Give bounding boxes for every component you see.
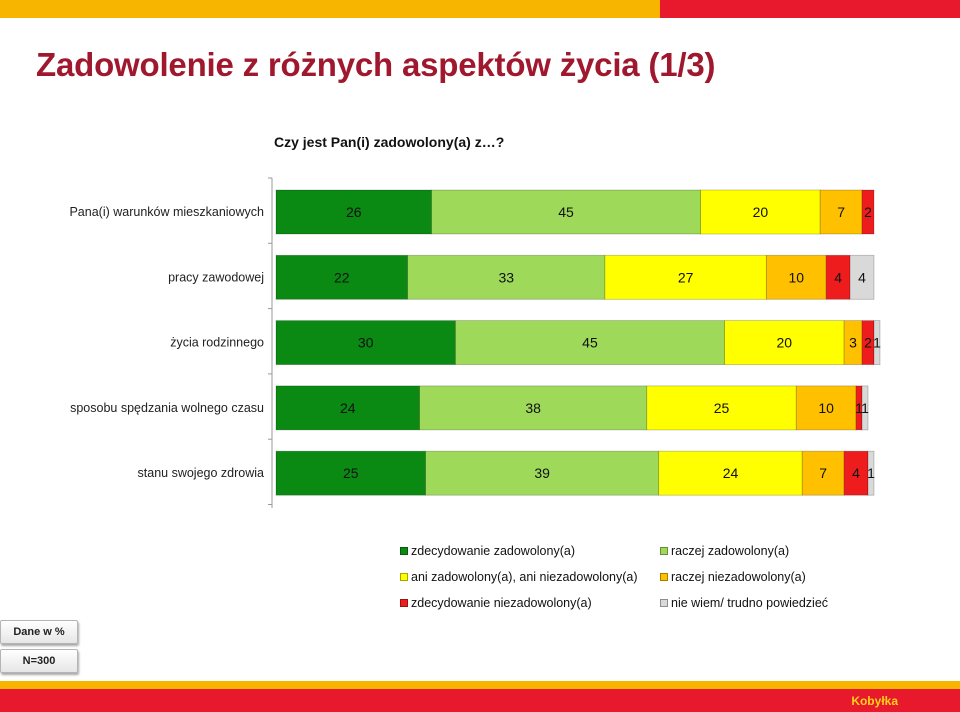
data-label: 45	[582, 335, 598, 351]
data-label: 1	[873, 335, 881, 351]
bar-segment	[873, 320, 881, 366]
bar-segment	[867, 450, 875, 496]
category-label: Pana(i) warunków mieszkaniowych	[69, 205, 264, 219]
data-label: 20	[753, 204, 769, 220]
bar-segment	[275, 320, 456, 366]
legend-label: nie wiem/ trudno powiedzieć	[671, 596, 829, 610]
bar-segment	[724, 320, 845, 366]
data-label: 7	[819, 465, 827, 481]
data-label: 1	[867, 465, 875, 481]
sample-size-label: N=300	[22, 655, 56, 667]
data-label: 38	[525, 400, 541, 416]
bar-segment	[275, 450, 426, 496]
data-label: 3	[849, 335, 857, 351]
legend-swatch	[400, 573, 408, 581]
data-label: 10	[818, 400, 834, 416]
data-label: 24	[340, 400, 356, 416]
sample-size-box: N=300	[0, 649, 78, 673]
bar-segment	[849, 254, 875, 300]
data-label: 27	[678, 269, 694, 285]
data-label: 1	[855, 400, 863, 416]
bar-segment	[843, 450, 869, 496]
chart-question: Czy jest Pan(i) zadowolony(a) z…?	[274, 134, 505, 150]
category-label: stanu swojego zdrowia	[138, 466, 265, 480]
bar-segment	[275, 385, 420, 431]
bar-segment	[795, 385, 857, 431]
legend-entry: zdecydowanie zadowolony(a)	[400, 544, 575, 558]
legend-swatch	[400, 547, 408, 555]
legend-swatch	[660, 547, 668, 555]
data-label: 25	[343, 465, 359, 481]
category-label: sposobu spędzania wolnego czasu	[70, 401, 264, 415]
brand-name: Kobyłka	[851, 694, 898, 708]
legend-entry: raczej zadowolony(a)	[660, 544, 789, 558]
data-label: 45	[558, 204, 574, 220]
data-label: 30	[358, 335, 374, 351]
legend-label: raczej zadowolony(a)	[671, 544, 790, 558]
data-label: 4	[834, 269, 842, 285]
legend-label: ani zadowolony(a), ani niezadowolony(a)	[411, 570, 638, 584]
data-label: 10	[788, 269, 804, 285]
legend-label: raczej niezadowolony(a)	[671, 570, 806, 584]
data-label: 25	[714, 400, 730, 416]
top-bar-red	[660, 0, 960, 18]
bar-segment	[454, 320, 725, 366]
bottom-bar-red	[0, 689, 960, 712]
bar-segment	[765, 254, 827, 300]
data-label: 22	[334, 269, 350, 285]
legend-label: zdecydowanie zadowolony(a)	[411, 544, 575, 558]
bar-segment	[861, 385, 869, 431]
bar-segment	[604, 254, 767, 300]
bar-segment	[646, 385, 797, 431]
data-label: 39	[534, 465, 550, 481]
bar-segment	[275, 254, 408, 300]
page-title: Zadowolenie z różnych aspektów życia (1/…	[36, 46, 716, 83]
legend-entry: raczej niezadowolony(a)	[660, 570, 806, 584]
bar-segment	[431, 189, 701, 235]
data-label: 26	[346, 204, 362, 220]
data-label: 4	[858, 269, 866, 285]
data-label: 1	[861, 400, 869, 416]
legend-entry: ani zadowolony(a), ani niezadowolony(a)	[400, 570, 638, 584]
bottom-bar-yellow	[0, 681, 960, 689]
category-label: pracy zawodowej	[168, 270, 264, 284]
legend-swatch	[400, 599, 408, 607]
legend-swatch	[660, 599, 668, 607]
bar-segment	[825, 254, 851, 300]
data-label: 7	[837, 204, 845, 220]
bar-segment	[700, 189, 821, 235]
bar-segment	[419, 385, 648, 431]
data-label: 24	[723, 465, 739, 481]
bar-segment	[275, 189, 432, 235]
bar-segment	[425, 450, 660, 496]
legend-label: zdecydowanie niezadowolony(a)	[411, 596, 592, 610]
data-label: 33	[498, 269, 514, 285]
unit-label: Dane w %	[13, 626, 65, 638]
data-label: 2	[864, 335, 872, 351]
data-label: 20	[777, 335, 793, 351]
legend-entry: nie wiem/ trudno powiedzieć	[660, 596, 828, 610]
bar-segment	[658, 450, 803, 496]
bar-segment	[861, 189, 875, 235]
stacked-bar-chart: Pana(i) warunków mieszkaniowych 26 45 20 7 2 p…	[69, 177, 881, 508]
top-bar-yellow	[0, 0, 660, 18]
legend-swatch	[660, 573, 668, 581]
unit-label-box: Dane w %	[0, 620, 78, 644]
category-label: życia rodzinnego	[170, 336, 264, 350]
data-label: 2	[864, 204, 872, 220]
bar-segment	[407, 254, 606, 300]
data-label: 4	[852, 465, 860, 481]
bar-segment	[801, 450, 845, 496]
legend-entry: zdecydowanie niezadowolony(a)	[400, 596, 592, 610]
bar-segment	[819, 189, 863, 235]
